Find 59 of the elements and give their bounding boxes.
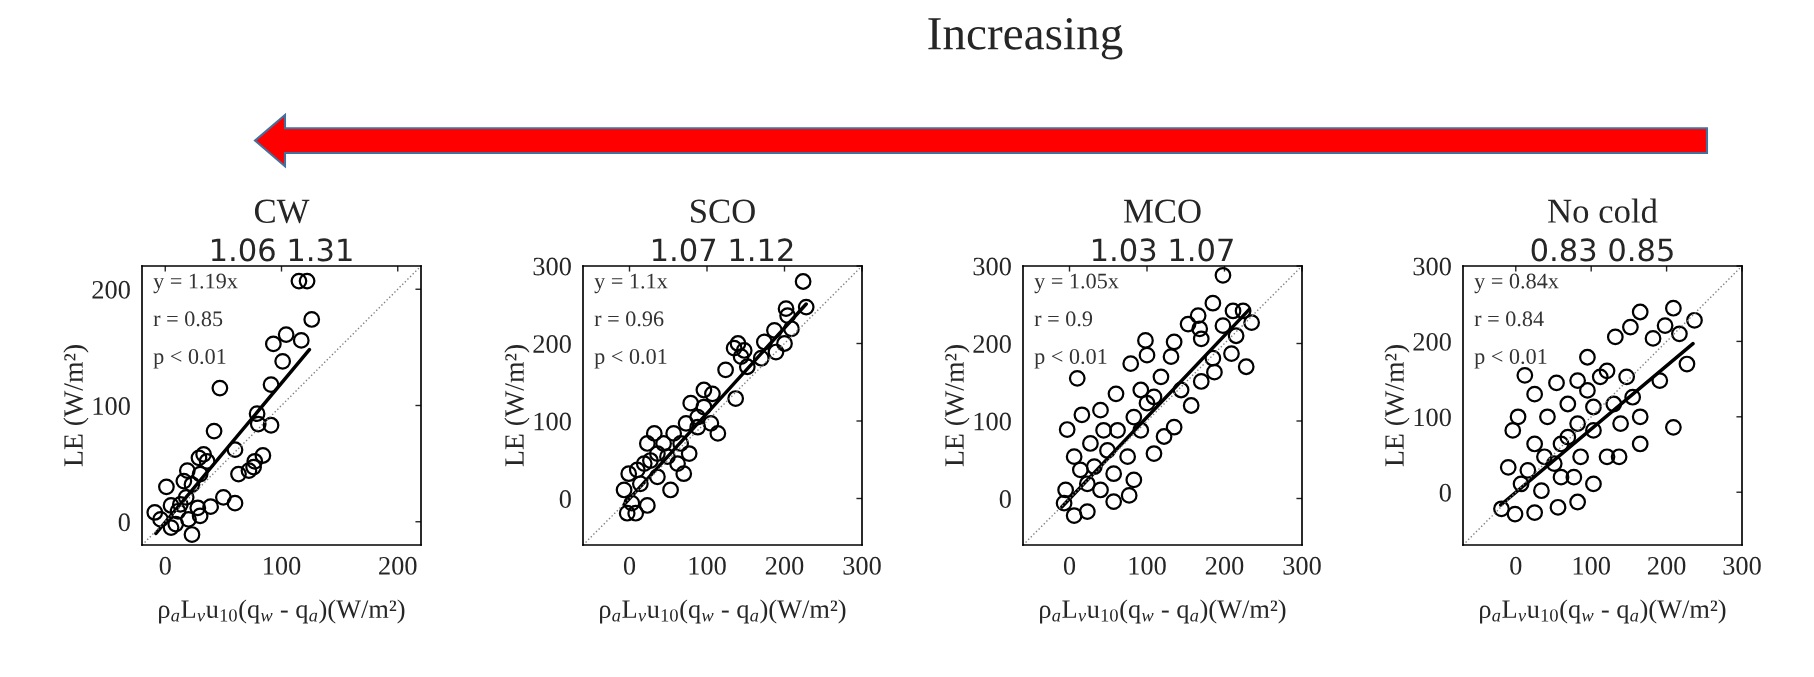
y-tick-label: 100 <box>1414 408 1451 427</box>
annotation: r = 0.9 <box>1034 311 1093 327</box>
x-tick-label: 0 <box>623 556 636 575</box>
text: ρ$_{a}$L$_{v}$u$_{10}$(q$_{w}$ - q$_{a}$)(W/m²) <box>600 599 846 624</box>
text: ρ$_{a}$L$_{v}$u$_{10}$(q$_{w}$ - q$_{a}$)(W/m²) <box>159 599 405 624</box>
y-tick-label: 100 <box>534 412 571 431</box>
y-tick-label: 200 <box>1413 333 1451 351</box>
chart-title: SCO <box>691 199 755 223</box>
y-axis-title: LE (W/m²) <box>944 345 970 467</box>
annotation: r = 0.85 <box>153 311 223 327</box>
y-tick-label: 0 <box>559 490 571 508</box>
chart-title: CW <box>254 199 310 224</box>
annotation: y = 1.19x <box>153 273 238 294</box>
y-axis-title: LE (W/m²) <box>504 345 530 467</box>
y-tick-label: 0 <box>118 513 130 532</box>
annotation: p < 0.01 <box>153 348 226 369</box>
y-tick-label: 300 <box>973 257 1011 276</box>
text: ρ$_{a}$L$_{v}$u$_{10}$(q$_{w}$ - q$_{a}$)(W/m²) <box>1040 599 1286 624</box>
chart-title: MCO <box>1123 199 1201 223</box>
chart-title: No cold <box>1548 198 1658 223</box>
annotation: p < 0.01 <box>1474 348 1547 369</box>
annotation: p < 0.01 <box>1034 348 1107 369</box>
annotation: p < 0.01 <box>594 348 667 369</box>
x-tick-label: 300 <box>843 556 881 575</box>
y-tick-label: 200 <box>92 280 130 299</box>
y-tick-label: 300 <box>1413 257 1451 276</box>
annotation: r = 0.84 <box>1474 311 1544 327</box>
x-tick-label: 200 <box>1205 556 1244 575</box>
y-tick-label: 0 <box>999 490 1011 508</box>
y-axis-title: LE (W/m²) <box>63 345 89 467</box>
x-tick-label: 100 <box>1573 556 1610 575</box>
annotation: y = 1.1x <box>594 273 668 294</box>
x-tick-label: 300 <box>1723 556 1761 575</box>
chart-subtitle: 1.07 1.12 <box>652 238 793 262</box>
x-tick-label: 100 <box>689 556 726 575</box>
x-tick-label: 200 <box>765 556 804 575</box>
y-tick-label: 100 <box>974 412 1011 431</box>
chart-subtitle: 1.06 1.31 <box>211 238 352 262</box>
chart-subtitle: 0.83 0.85 <box>1531 238 1673 262</box>
text: ρ$_{a}$L$_{v}$u$_{10}$(q$_{w}$ - q$_{a}$)(W/m²) <box>1480 599 1726 624</box>
y-tick-label: 300 <box>533 257 571 276</box>
annotation: y = 0.84x <box>1474 273 1559 294</box>
text: Increasing <box>928 17 1123 60</box>
x-tick-label: 100 <box>264 556 301 575</box>
y-tick-label: 0 <box>1439 483 1451 502</box>
x-tick-label: 0 <box>1510 556 1522 575</box>
x-tick-label: 0 <box>1063 556 1076 575</box>
y-axis-title: LE (W/m²) <box>1384 345 1410 467</box>
annotation: y = 1.05x <box>1034 273 1119 294</box>
x-tick-label: 100 <box>1129 556 1166 575</box>
x-tick-label: 300 <box>1283 556 1321 575</box>
x-tick-label: 200 <box>379 556 417 575</box>
y-tick-label: 200 <box>533 335 571 353</box>
annotation: r = 0.96 <box>594 311 664 327</box>
x-tick-label: 200 <box>1647 556 1686 575</box>
chart-subtitle: 1.03 1.07 <box>1092 238 1233 262</box>
x-tick-label: 0 <box>159 556 171 575</box>
y-tick-label: 200 <box>973 335 1011 353</box>
y-tick-label: 100 <box>93 397 130 415</box>
